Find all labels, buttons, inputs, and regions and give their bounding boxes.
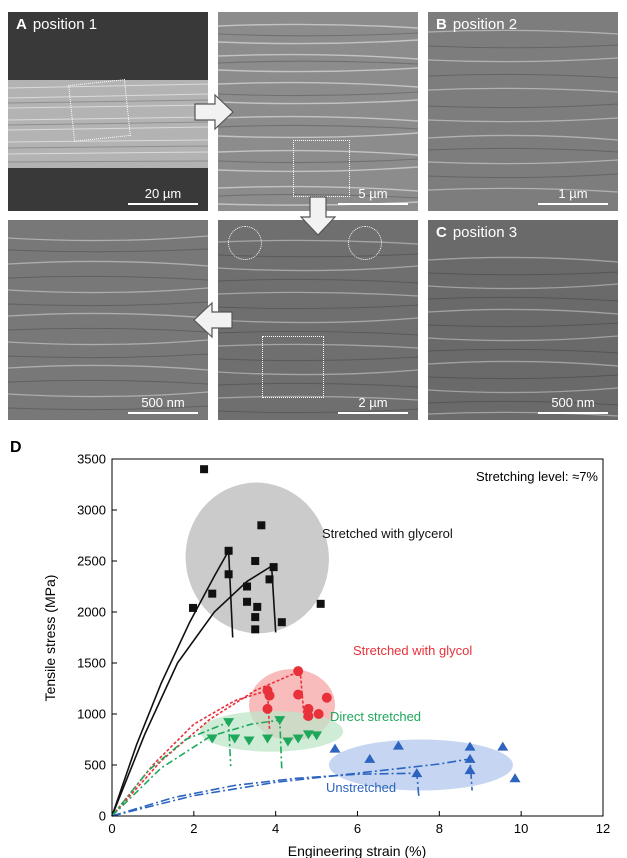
data-point-stretched-with-glycol [313,709,324,719]
down-arrow-icon [299,196,337,236]
data-point-stretched-with-glycol [303,703,314,714]
right-arrow-icon [194,93,234,131]
data-point-stretched-with-glycerol [189,603,198,612]
data-point-stretched-with-glycerol [224,546,233,555]
data-point-unstretched [509,773,521,783]
highlight-circle [348,226,382,260]
series-label-glycol: Stretched with glycol [353,643,472,658]
left-arrow-icon [193,301,233,339]
x-tick-label: 4 [272,821,279,836]
data-point-stretched-with-glycerol [265,575,274,584]
data-point-stretched-with-glycol [262,703,273,714]
zoom-region-box [68,79,131,142]
stretching-level-annotation: Stretching level: ≈7% [476,469,598,484]
data-point-stretched-with-glycerol [200,465,209,474]
data-point-direct-stretched [274,716,286,726]
data-point-stretched-with-glycol [293,689,304,700]
data-point-stretched-with-glycerol [208,589,217,598]
data-point-stretched-with-glycerol [251,613,260,622]
fiber-texture [8,220,208,420]
panel-label-d: D [10,439,22,456]
y-tick-label: 1500 [77,656,106,671]
y-tick-label: 1000 [77,707,106,722]
y-axis-label: Tensile stress (MPa) [42,575,58,702]
data-point-unstretched [464,765,476,775]
scale-bar: 20 µm [128,186,198,205]
data-point-unstretched [464,741,476,751]
data-point-stretched-with-glycerol [257,521,266,530]
fiber-texture [218,12,418,211]
fiber-texture [428,220,618,420]
data-point-direct-stretched [292,734,304,744]
y-tick-label: 2500 [77,554,106,569]
data-point-direct-stretched [206,734,218,744]
fiber-texture [8,12,208,211]
series-label-unstretched: Unstretched [326,780,396,795]
x-tick-label: 0 [108,821,115,836]
data-point-stretched-with-glycerol [243,597,252,606]
data-point-direct-stretched [229,734,241,744]
x-tick-label: 10 [514,821,528,836]
sem-panel-a-magnified-500nm: 500 nm [8,220,208,420]
scale-bar: 2 µm [338,395,408,414]
data-point-direct-stretched [282,737,294,747]
data-point-direct-stretched [302,730,314,740]
data-point-stretched-with-glycerol [224,570,233,579]
data-point-stretched-with-glycerol [269,563,278,572]
data-point-unstretched [497,741,509,751]
series-label-direct: Direct stretched [330,709,421,724]
data-point-direct-stretched [223,718,235,728]
data-point-stretched-with-glycol [264,690,275,701]
data-point-unstretched [464,753,476,763]
tensile-chart: D 0 2 4 6 8 10 120500100015002000250030003500 … [10,439,610,858]
scale-bar: 1 µm [538,186,608,205]
fiber-texture [428,12,618,211]
highlight-circle [228,226,262,260]
data-point-stretched-with-glycerol [253,602,262,611]
sem-panel-a-magnified-2um: 2 µm [218,220,418,420]
data-point-stretched-with-glycol [293,666,304,677]
data-point-stretched-with-glycerol [251,625,260,634]
data-point-unstretched [329,743,341,753]
scale-bar: 500 nm [538,395,608,414]
data-point-direct-stretched [261,734,273,744]
data-point-unstretched [392,740,404,750]
y-tick-label: 3500 [77,452,106,467]
data-point-stretched-with-glycol [321,692,332,703]
x-tick-label: 8 [436,821,443,836]
y-tick-label: 0 [99,809,106,824]
data-point-unstretched [364,753,376,763]
data-point-stretched-with-glycerol [277,618,286,627]
scale-bar: 5 µm [338,186,408,205]
x-axis-label: Engineering strain (%) [288,843,427,858]
data-point-stretched-with-glycerol [251,557,260,565]
sem-panel-a-magnified-5um: 5 µm [218,12,418,211]
x-tick-label: 12 [596,821,610,836]
data-point-direct-stretched [311,731,323,741]
data-point-stretched-with-glycol [303,711,314,722]
data-point-stretched-with-glycerol [316,599,325,608]
x-tick-label: 2 [190,821,197,836]
zoom-region-box [262,336,324,398]
cluster-ellipse-unstretched [328,739,513,791]
fiber-texture [218,220,418,420]
y-tick-label: 3000 [77,503,106,518]
data-point-stretched-with-glycerol [243,582,252,591]
y-tick-label: 2000 [77,605,106,620]
y-tick-label: 500 [84,758,106,773]
x-tick-label: 6 [354,821,361,836]
data-point-direct-stretched [243,736,255,746]
stress-strain-curve-direct-stretched [111,721,232,817]
series-label-glycerol: Stretched with glycerol [322,526,453,541]
scale-bar: 500 nm [128,395,198,414]
data-point-unstretched [411,768,423,778]
